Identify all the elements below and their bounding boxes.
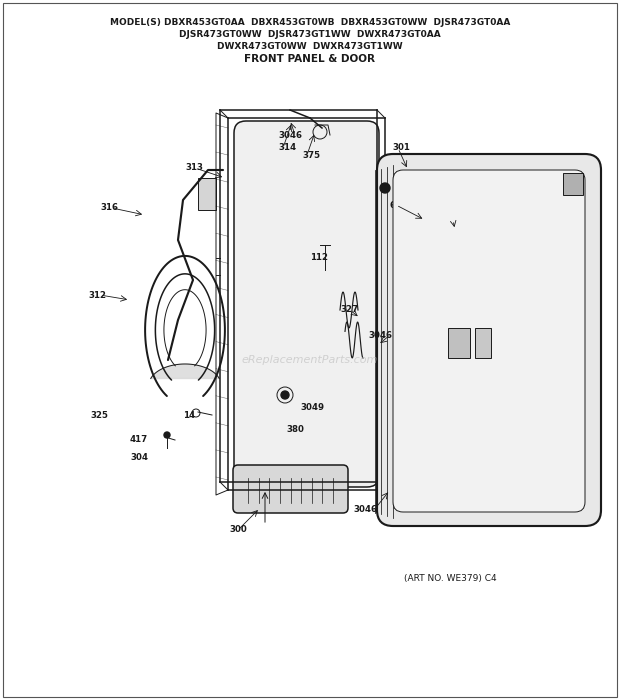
Text: FRONT PANEL & DOOR: FRONT PANEL & DOOR — [244, 54, 376, 64]
Text: 14: 14 — [183, 410, 195, 419]
Text: 327: 327 — [340, 305, 358, 314]
Text: (ART NO. WE379) C4: (ART NO. WE379) C4 — [404, 573, 497, 582]
Circle shape — [281, 391, 289, 399]
Text: 301: 301 — [392, 144, 410, 153]
Bar — [475, 328, 491, 358]
FancyBboxPatch shape — [234, 121, 379, 487]
FancyBboxPatch shape — [377, 154, 601, 526]
Text: 300: 300 — [229, 526, 247, 535]
Text: 314: 314 — [278, 144, 296, 153]
Text: 3046: 3046 — [368, 330, 392, 340]
Text: 3049: 3049 — [300, 403, 324, 412]
Text: eReplacementParts.com: eReplacementParts.com — [242, 355, 378, 365]
Text: 313: 313 — [185, 164, 203, 172]
Text: 304: 304 — [130, 452, 148, 461]
Bar — [198, 178, 216, 210]
Text: DJSR473GT0WW  DJSR473GT1WW  DWXR473GT0AA: DJSR473GT0WW DJSR473GT1WW DWXR473GT0AA — [179, 30, 441, 39]
Text: 610: 610 — [390, 200, 408, 209]
Text: 3046: 3046 — [353, 505, 377, 514]
Bar — [448, 328, 470, 358]
Text: 375: 375 — [302, 150, 320, 160]
Text: 417: 417 — [130, 435, 148, 444]
Text: 3048: 3048 — [448, 216, 472, 225]
Text: 305: 305 — [510, 216, 528, 225]
Text: 307: 307 — [520, 445, 538, 454]
Text: 3046: 3046 — [278, 130, 302, 139]
Text: 112: 112 — [310, 253, 328, 262]
Text: 325: 325 — [90, 410, 108, 419]
Bar — [563, 173, 583, 195]
Text: 380: 380 — [286, 426, 304, 435]
Circle shape — [380, 183, 390, 193]
Text: 3051: 3051 — [476, 216, 500, 225]
Text: MODEL(S) DBXR453GT0AA  DBXR453GT0WB  DBXR453GT0WW  DJSR473GT0AA: MODEL(S) DBXR453GT0AA DBXR453GT0WB DBXR4… — [110, 18, 510, 27]
Text: 312: 312 — [88, 290, 106, 300]
Text: 316: 316 — [100, 204, 118, 213]
FancyBboxPatch shape — [233, 465, 348, 513]
FancyBboxPatch shape — [393, 170, 585, 512]
Text: DWXR473GT0WW  DWXR473GT1WW: DWXR473GT0WW DWXR473GT1WW — [217, 42, 403, 51]
Polygon shape — [151, 364, 219, 379]
Circle shape — [164, 432, 170, 438]
Text: 603: 603 — [484, 370, 502, 379]
